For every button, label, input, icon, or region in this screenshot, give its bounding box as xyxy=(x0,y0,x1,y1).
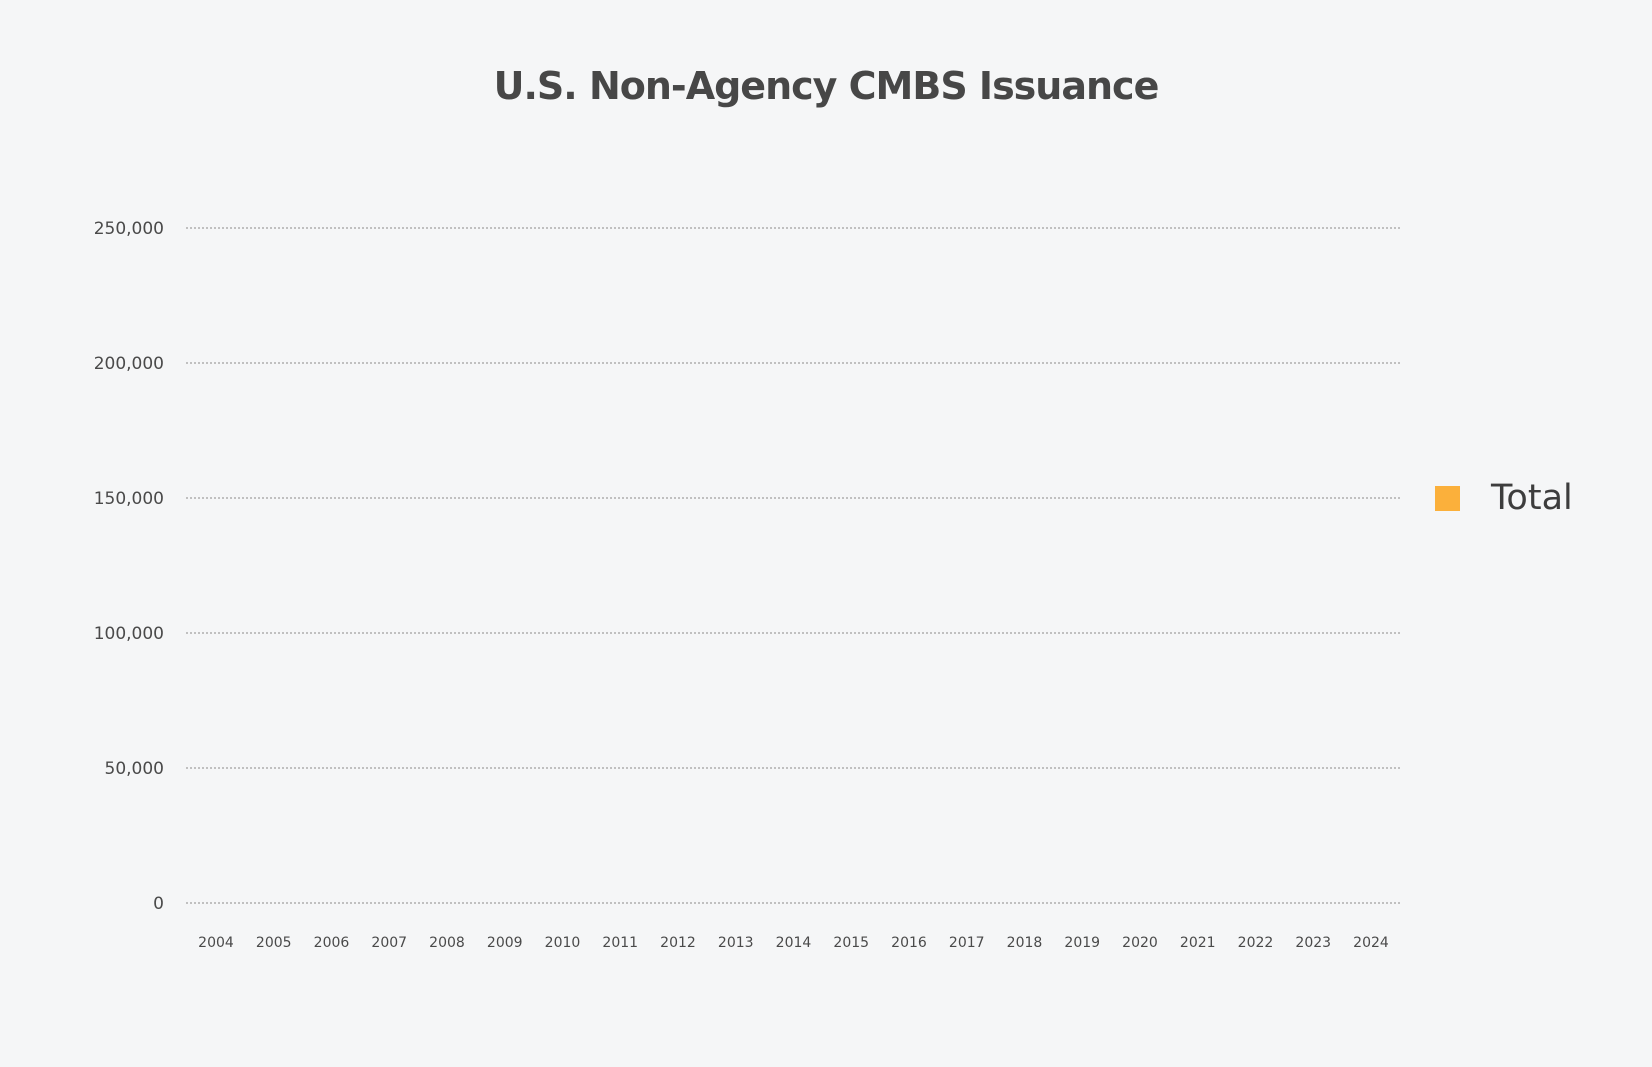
gridlines xyxy=(186,227,1402,904)
x-tick-label: 2022 xyxy=(1238,935,1274,951)
y-tick-label: 50,000 xyxy=(105,759,164,779)
legend-swatch-total xyxy=(1435,486,1460,511)
x-tick-label: 2013 xyxy=(718,935,754,951)
x-tick-label: 2023 xyxy=(1295,935,1331,951)
y-tick-label: 250,000 xyxy=(94,219,164,239)
x-tick-label: 2014 xyxy=(776,935,812,951)
y-tick-label: 200,000 xyxy=(94,354,164,374)
x-tick-label: 2005 xyxy=(256,935,292,951)
x-tick-label: 2004 xyxy=(198,935,234,951)
x-tick-label: 2024 xyxy=(1353,935,1389,951)
x-tick-label: 2020 xyxy=(1122,935,1158,951)
y-axis-tick-labels: 0 50,000 100,000 150,000 200,000 250,000 xyxy=(94,219,164,914)
x-tick-label: 2018 xyxy=(1007,935,1043,951)
y-tick-label: 0 xyxy=(153,894,164,914)
chart-title: U.S. Non-Agency CMBS Issuance xyxy=(493,64,1160,108)
y-tick-label: 100,000 xyxy=(94,624,164,644)
x-tick-label: 2019 xyxy=(1064,935,1100,951)
x-tick-label: 2016 xyxy=(891,935,927,951)
x-tick-label: 2010 xyxy=(545,935,581,951)
legend-label-total: Total xyxy=(1491,478,1573,518)
x-tick-label: 2015 xyxy=(833,935,869,951)
x-tick-label: 2012 xyxy=(660,935,696,951)
x-tick-label: 2006 xyxy=(314,935,350,951)
x-tick-label: 2009 xyxy=(487,935,523,951)
x-tick-label: 2017 xyxy=(949,935,985,951)
x-tick-label: 2008 xyxy=(429,935,465,951)
y-tick-label: 150,000 xyxy=(94,489,164,509)
x-tick-label: 2007 xyxy=(371,935,407,951)
x-tick-label: 2011 xyxy=(602,935,638,951)
x-tick-label: 2021 xyxy=(1180,935,1216,951)
legend: Total xyxy=(1435,481,1573,516)
x-axis-tick-labels: 2004 2005 2006 2007 2008 2009 2010 2011 2012 2013… xyxy=(198,935,1389,951)
